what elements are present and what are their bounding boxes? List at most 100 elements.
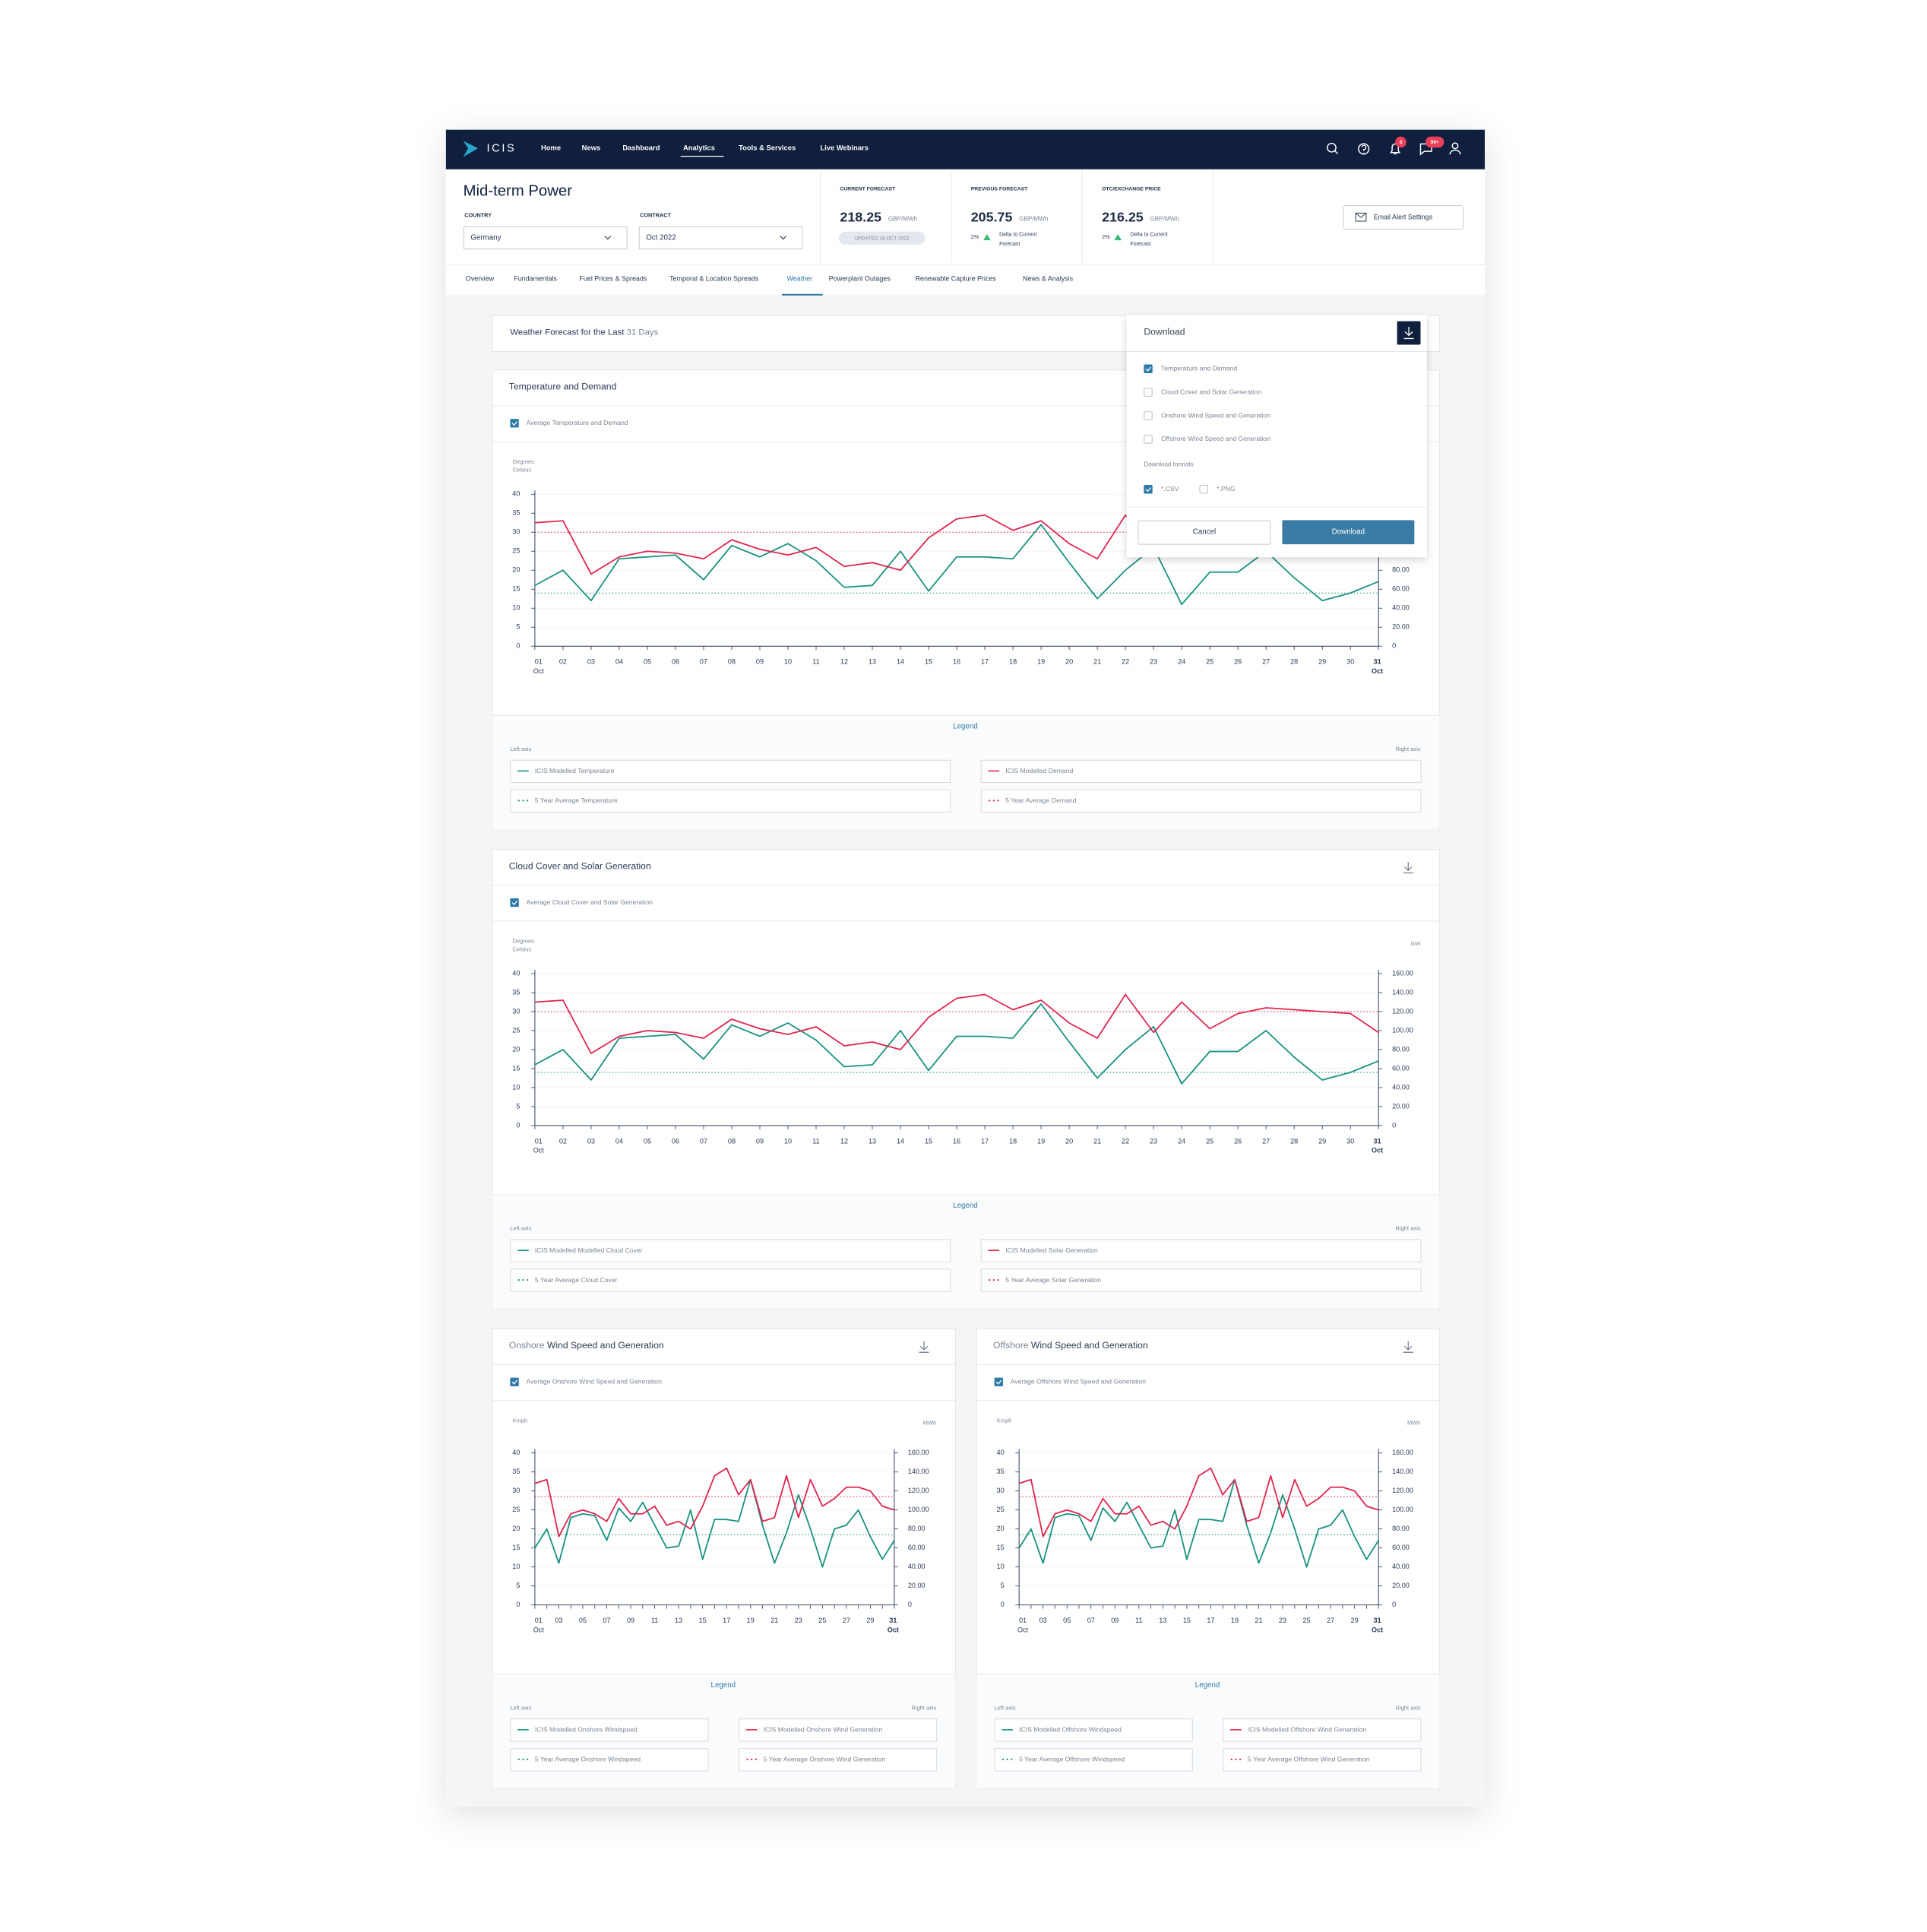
x-tick-label: 29	[1318, 1137, 1326, 1145]
kpi-dividers	[819, 169, 1213, 264]
legend-item[interactable]	[510, 789, 951, 813]
kpi-unit: GBP/MWh	[1019, 216, 1048, 223]
y2-tick-label: 100.00	[1392, 1506, 1413, 1513]
tab[interactable]: News & Analysis	[1023, 275, 1074, 283]
legend-dot	[517, 800, 520, 802]
checkbox[interactable]	[1144, 435, 1153, 444]
x-tick-label: 23	[1279, 1617, 1286, 1624]
x-tick-label: 14	[897, 658, 904, 666]
tab-active[interactable]: Weather	[787, 275, 813, 283]
legend-item[interactable]	[510, 1239, 951, 1262]
nav-icons[interactable]	[1327, 142, 1461, 156]
legend-item[interactable]	[510, 1748, 709, 1772]
legend-left: Left axis	[510, 1225, 531, 1232]
email-button[interactable]	[1343, 205, 1464, 230]
legend-dot	[746, 1758, 748, 1761]
title-text: Cloud Cover and Solar Generation	[509, 861, 651, 872]
x-tick-label: 04	[615, 658, 623, 666]
legend-left: Left axis	[995, 1704, 1016, 1711]
download-icon[interactable]	[1403, 1341, 1413, 1353]
select[interactable]	[638, 226, 803, 250]
check	[511, 1379, 518, 1385]
legend-item[interactable]	[980, 1239, 1422, 1262]
charts: Temperature and Demand Average Temperatur…	[492, 369, 1441, 1789]
x-tick-label: 07	[1087, 1617, 1095, 1624]
x-tick-label: 15	[925, 1137, 932, 1145]
check	[1145, 366, 1151, 372]
checkbox[interactable]	[994, 1377, 1004, 1386]
tab[interactable]: Temporal & Location Spreads	[669, 275, 759, 283]
legend-dot	[527, 800, 529, 802]
x-tick-label: 18	[1009, 658, 1017, 666]
legend-item[interactable]	[739, 1748, 938, 1772]
legend-item[interactable]	[994, 1718, 1193, 1742]
tab[interactable]: Renewable Capture Prices	[916, 275, 997, 283]
kpi-note: Delta to Current	[999, 233, 1036, 238]
nav-item[interactable]: Analytics	[683, 144, 715, 152]
download-icon[interactable]	[919, 1341, 929, 1353]
cancel-button[interactable]	[1138, 520, 1271, 545]
kpi-delta: 2%	[971, 233, 979, 240]
x-tick-label: 26	[1234, 658, 1242, 666]
legend-item[interactable]	[739, 1718, 938, 1742]
tab[interactable]: Fundamentals	[514, 275, 557, 283]
nav-item[interactable]: Tools & Services	[739, 144, 796, 152]
legend-item[interactable]	[1223, 1748, 1422, 1772]
legend-label: 5 Year Average Cloud Cover	[535, 1276, 618, 1284]
kpi-value: 218.25	[840, 210, 881, 225]
nav-item[interactable]: News	[582, 144, 601, 152]
legend-item[interactable]	[510, 1718, 709, 1742]
y2-tick-label: 140.00	[1392, 988, 1413, 996]
checkbox[interactable]	[1144, 388, 1153, 397]
tab[interactable]: Fuel Prices & Spreads	[579, 275, 647, 283]
y2-tick-label: 40.00	[1392, 1563, 1410, 1570]
x-tick-label: 15	[1183, 1617, 1191, 1624]
legend-dot	[1006, 1758, 1008, 1761]
y-tick-label: 0	[516, 1121, 520, 1129]
y-tick-label: 25	[512, 1506, 520, 1513]
x-tick-label: 21	[770, 1617, 778, 1624]
nav-item[interactable]: Dashboard	[622, 144, 660, 152]
tab[interactable]: Overview	[466, 275, 495, 283]
checkbox[interactable]	[1144, 411, 1153, 420]
legend-title: Legend	[711, 1681, 736, 1690]
legend-item[interactable]	[980, 1268, 1422, 1292]
y-tick-label: 15	[512, 1544, 520, 1551]
legend-dot	[997, 1279, 999, 1281]
y-tick-label: 30	[997, 1487, 1005, 1494]
legend-item[interactable]	[510, 759, 951, 784]
x-tick-label: 25	[1206, 658, 1213, 666]
y-tick-label: 35	[512, 1468, 520, 1475]
tab[interactable]: Powerplant Outages	[829, 275, 891, 283]
checkbox[interactable]	[510, 419, 519, 428]
checkbox[interactable]	[1144, 364, 1153, 373]
x-tick-label: 12	[840, 1137, 848, 1145]
field-label: CONTRACT	[640, 212, 671, 219]
nav-item[interactable]: Live Webinars	[820, 144, 869, 152]
download-icon[interactable]	[1403, 861, 1413, 874]
y2-tick-label: 140.00	[1392, 1468, 1413, 1475]
download-button[interactable]	[1282, 520, 1415, 545]
legend-dot	[1001, 1758, 1005, 1761]
y-tick-label: 40	[512, 490, 520, 498]
x-tick-label: 13	[869, 1137, 876, 1145]
checkbox[interactable]	[510, 898, 519, 907]
legend-item[interactable]	[510, 1268, 951, 1292]
x-tick-label: 03	[1039, 1617, 1047, 1624]
cancel-text: Cancel	[1193, 527, 1216, 536]
select[interactable]	[463, 226, 628, 250]
y2-tick-label: 0	[908, 1601, 912, 1608]
legend-item[interactable]	[994, 1748, 1193, 1772]
nav-item[interactable]: Home	[541, 144, 561, 152]
checkbox[interactable]	[1199, 485, 1208, 494]
x-tick-label: 22	[1122, 658, 1129, 666]
checkbox[interactable]	[1144, 485, 1153, 494]
checkbox[interactable]	[510, 1377, 519, 1386]
legend-item[interactable]	[1223, 1718, 1422, 1742]
kpi-value: 216.25	[1102, 210, 1144, 225]
select-value: Germany	[470, 234, 501, 242]
y-axis-label: Degrees	[513, 458, 534, 465]
legend-item[interactable]	[980, 759, 1422, 784]
select-value: Oct 2022	[646, 234, 676, 242]
legend-item[interactable]	[980, 789, 1422, 813]
